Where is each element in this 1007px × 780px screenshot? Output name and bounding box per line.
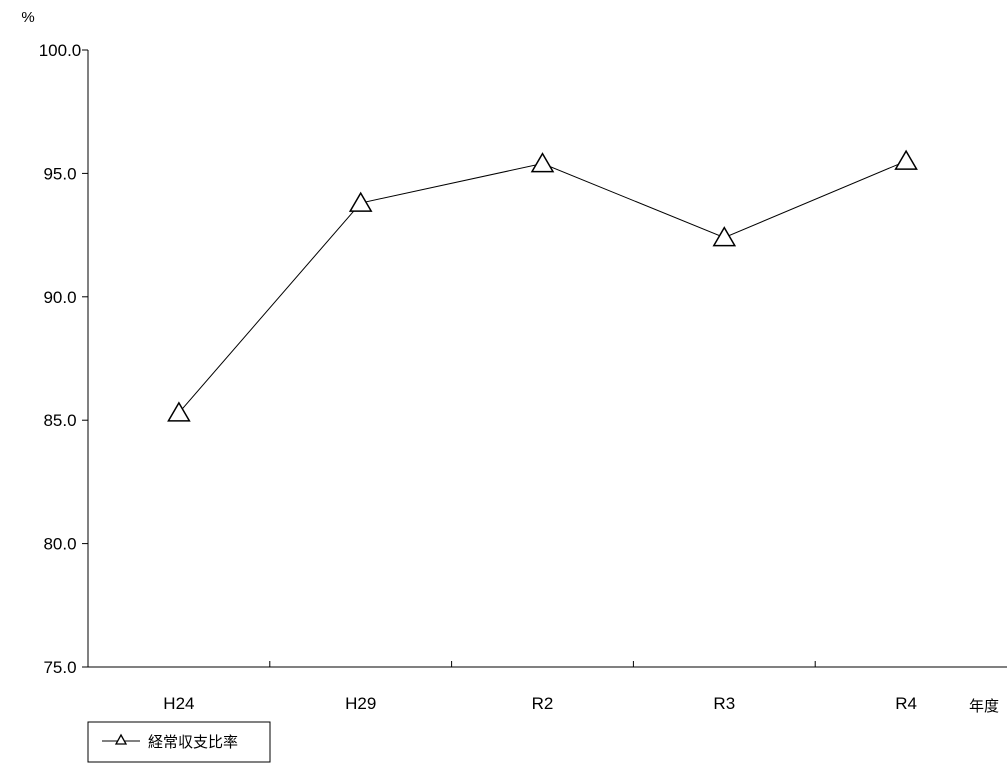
x-tick-label: R4 <box>895 694 917 713</box>
y-tick-label: 90.0 <box>43 288 76 307</box>
y-tick-label: 75.0 <box>43 658 76 677</box>
y-tick-label: 95.0 <box>43 164 76 183</box>
data-point-triangle <box>894 149 918 170</box>
y-tick-label: 80.0 <box>43 535 76 554</box>
y-tick-label: 100.0 <box>39 41 82 60</box>
x-tick-label: H24 <box>163 694 194 713</box>
x-tick-label: R3 <box>713 694 735 713</box>
x-unit-label: 年度 <box>969 698 999 715</box>
series-line <box>178 160 907 414</box>
y-axis: 100.0 95.0 90.0 85.0 80.0 75.0 <box>39 41 89 677</box>
data-point-triangle <box>167 401 191 422</box>
y-unit-label: % <box>21 9 34 26</box>
data-point-triangle <box>712 226 737 247</box>
y-tick-label: 85.0 <box>43 411 76 430</box>
legend-triangle-marker <box>114 733 128 745</box>
x-tick-label: H29 <box>345 694 376 713</box>
data-point-triangle <box>530 152 555 173</box>
x-tick-label: R2 <box>532 694 554 713</box>
x-axis: H24 H29 R2 R3 R4 <box>88 661 1007 713</box>
data-point-triangle <box>348 191 373 212</box>
series-layer <box>167 149 918 422</box>
legend-entry-label: 経常収支比率 <box>148 733 238 751</box>
legend: 経常収支比率 <box>87 721 271 763</box>
